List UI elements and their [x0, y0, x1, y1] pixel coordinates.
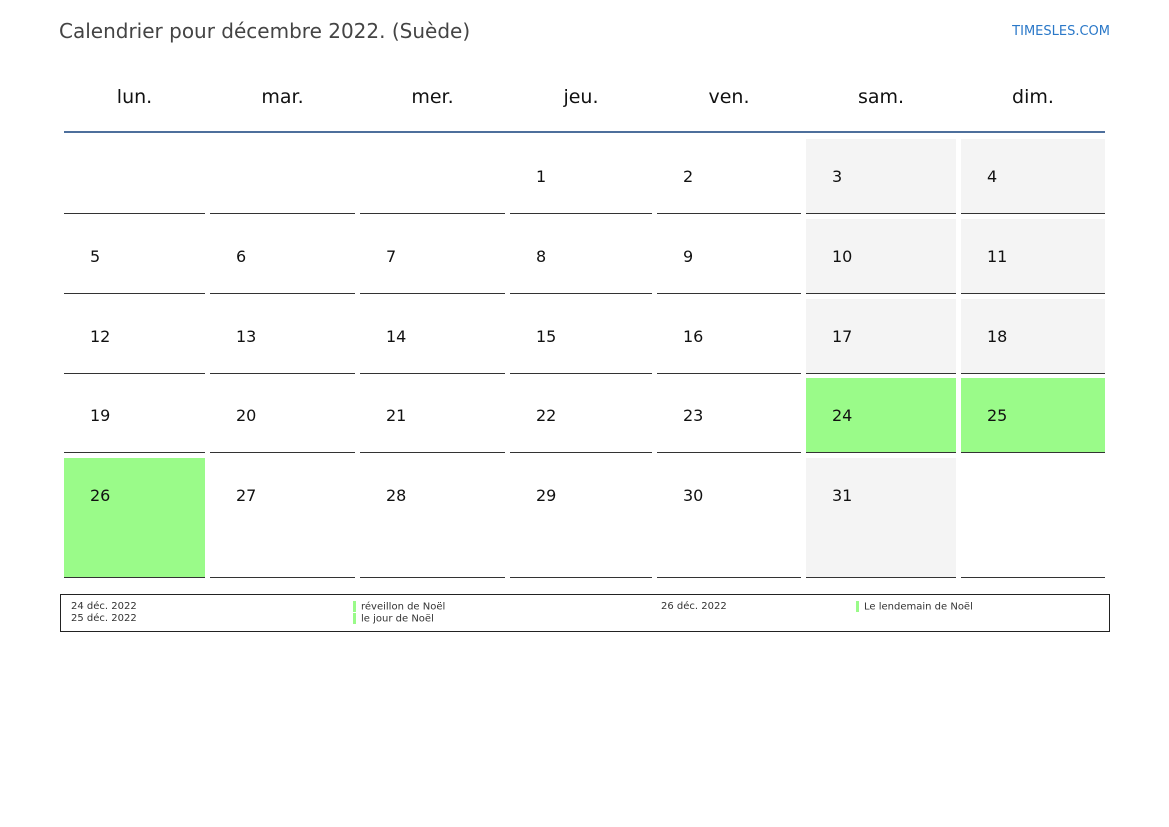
day-cell[interactable]: 21 — [360, 378, 505, 453]
day-number: 13 — [236, 327, 257, 346]
weekday-header: sam. — [857, 86, 905, 108]
weekday-header: jeu. — [563, 86, 599, 108]
day-number: 9 — [683, 247, 694, 266]
weekday-header: mer. — [411, 86, 454, 108]
day-number: 27 — [236, 486, 257, 505]
day-cell[interactable]: 20 — [210, 378, 355, 453]
day-number: 16 — [683, 327, 704, 346]
holiday-name-row: Le lendemain de Noël — [856, 601, 973, 614]
day-cell[interactable]: 24 — [806, 378, 956, 453]
weekday-header: mar. — [261, 86, 304, 108]
day-cell[interactable]: 2 — [657, 139, 801, 214]
holiday-date: 24 déc. 2022 — [71, 601, 137, 612]
holiday-name: le jour de Noël — [361, 613, 434, 625]
day-number: 31 — [832, 486, 853, 505]
day-number: 30 — [683, 486, 704, 505]
day-number: 20 — [236, 406, 257, 425]
day-number: 25 — [987, 406, 1008, 425]
holiday-date: 25 déc. 2022 — [71, 613, 137, 624]
day-number: 3 — [832, 167, 843, 186]
header-rule — [64, 131, 1105, 133]
day-number: 21 — [386, 406, 407, 425]
day-number: 15 — [536, 327, 557, 346]
day-cell[interactable]: 1 — [510, 139, 652, 214]
day-number: 2 — [683, 167, 694, 186]
holiday-name: réveillon de Noël — [361, 601, 446, 613]
day-cell[interactable]: 3 — [806, 139, 956, 214]
day-cell[interactable]: 27 — [210, 458, 355, 578]
day-number: 6 — [236, 247, 247, 266]
day-number: 28 — [386, 486, 407, 505]
day-number: 5 — [90, 247, 101, 266]
holiday-color-marker — [353, 601, 356, 612]
day-cell[interactable]: 31 — [806, 458, 956, 578]
day-cell[interactable]: 16 — [657, 299, 801, 374]
day-number: 24 — [832, 406, 853, 425]
holiday-color-marker — [856, 601, 859, 612]
day-cell[interactable]: 25 — [961, 378, 1105, 453]
day-number: 8 — [536, 247, 547, 266]
day-number: 12 — [90, 327, 111, 346]
day-cell[interactable]: 8 — [510, 219, 652, 294]
day-cell[interactable]: 19 — [64, 378, 205, 453]
day-cell[interactable]: 10 — [806, 219, 956, 294]
day-number: 26 — [90, 486, 111, 505]
day-number: 22 — [536, 406, 557, 425]
day-cell[interactable]: 26 — [64, 458, 205, 578]
day-cell[interactable]: 22 — [510, 378, 652, 453]
holiday-legend: 24 déc. 2022 réveillon de Noël 25 déc. 202… — [60, 594, 1110, 632]
day-cell[interactable] — [961, 458, 1105, 578]
holiday-name-row: le jour de Noël — [353, 613, 434, 626]
day-cell[interactable]: 6 — [210, 219, 355, 294]
day-cell[interactable]: 13 — [210, 299, 355, 374]
day-cell[interactable]: 14 — [360, 299, 505, 374]
holiday-name: Le lendemain de Noël — [864, 601, 973, 613]
day-number: 23 — [683, 406, 704, 425]
day-number: 11 — [987, 247, 1008, 266]
day-cell[interactable] — [360, 139, 505, 214]
day-cell[interactable]: 7 — [360, 219, 505, 294]
day-cell[interactable]: 29 — [510, 458, 652, 578]
holiday-date: 26 déc. 2022 — [661, 601, 727, 612]
day-cell[interactable]: 30 — [657, 458, 801, 578]
day-cell[interactable]: 15 — [510, 299, 652, 374]
day-cell[interactable] — [210, 139, 355, 214]
day-cell[interactable]: 5 — [64, 219, 205, 294]
weekday-header: lun. — [116, 86, 153, 108]
weekday-header: dim. — [1012, 86, 1054, 108]
weekday-header: ven. — [708, 86, 750, 108]
day-number: 17 — [832, 327, 853, 346]
day-number: 10 — [832, 247, 853, 266]
day-cell[interactable]: 17 — [806, 299, 956, 374]
day-number: 18 — [987, 327, 1008, 346]
day-cell[interactable]: 12 — [64, 299, 205, 374]
holiday-color-marker — [353, 613, 356, 624]
page-title: Calendrier pour décembre 2022. (Suède) — [59, 19, 471, 43]
day-number: 7 — [386, 247, 397, 266]
day-cell[interactable]: 4 — [961, 139, 1105, 214]
holiday-name-row: réveillon de Noël — [353, 601, 445, 614]
day-cell[interactable]: 28 — [360, 458, 505, 578]
day-number: 1 — [536, 167, 547, 186]
day-number: 14 — [386, 327, 407, 346]
day-number: 4 — [987, 167, 998, 186]
day-cell[interactable] — [64, 139, 205, 214]
day-cell[interactable]: 18 — [961, 299, 1105, 374]
day-cell[interactable]: 11 — [961, 219, 1105, 294]
day-number: 29 — [536, 486, 557, 505]
brand-link[interactable]: TIMESLES.COM — [1012, 24, 1110, 39]
day-number: 19 — [90, 406, 111, 425]
day-cell[interactable]: 23 — [657, 378, 801, 453]
day-cell[interactable]: 9 — [657, 219, 801, 294]
